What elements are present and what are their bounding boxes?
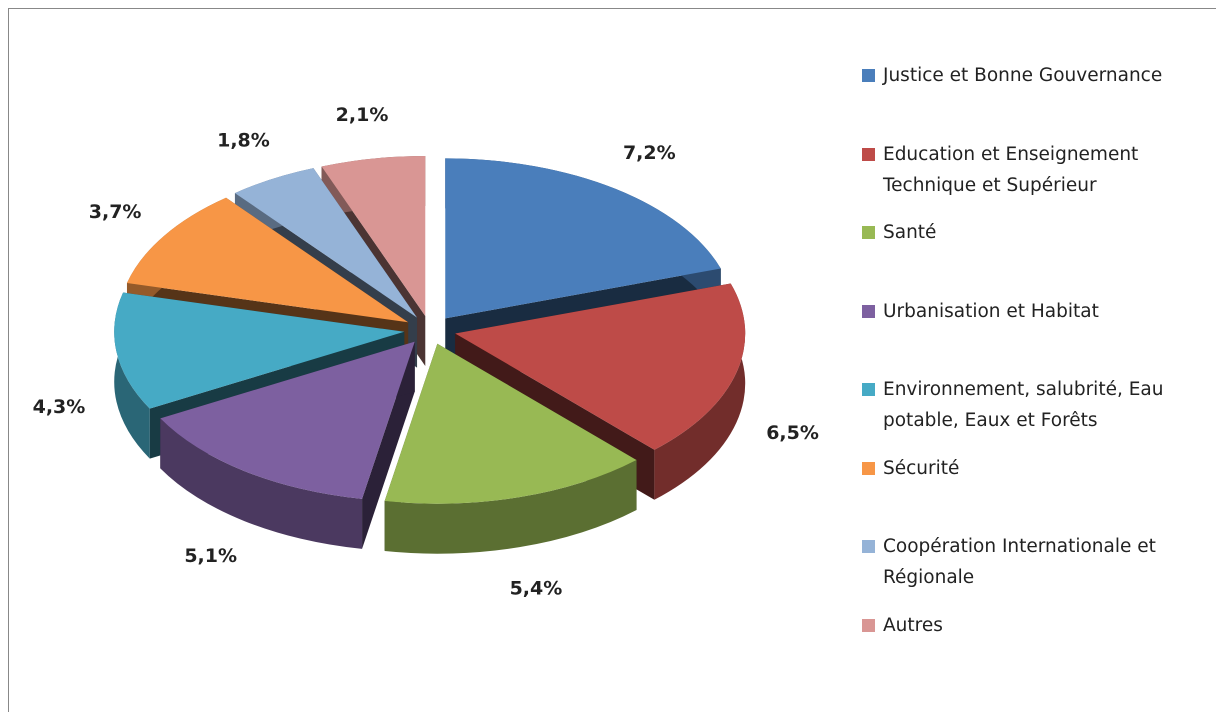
legend-swatch — [862, 304, 875, 318]
legend-swatch — [862, 618, 875, 632]
slice — [160, 341, 415, 549]
data-label: 5,1% — [184, 545, 237, 567]
legend-swatch — [862, 226, 875, 239]
chart-frame — [8, 8, 1216, 712]
legend-item: Coopération Internationale et Régionale — [862, 531, 1203, 593]
slice-wall — [654, 283, 746, 500]
legend-label: Sécurité — [883, 457, 960, 479]
slice-top — [126, 197, 409, 323]
data-label: 2,1% — [336, 104, 389, 126]
legend-label: Urbanisation et Habitat — [883, 300, 1099, 322]
data-label: 7,2% — [623, 142, 676, 164]
legend-item: Education et Enseignement Technique et S… — [862, 139, 1203, 201]
data-label: 3,7% — [89, 201, 142, 223]
legend-item: Autres — [862, 610, 1203, 641]
data-label: 6,5% — [766, 422, 819, 444]
data-label: 4,3% — [33, 396, 86, 418]
legend-label: Autres — [883, 614, 943, 636]
slice-top — [445, 158, 721, 319]
slice-wall — [384, 460, 637, 554]
data-label: 5,4% — [510, 578, 563, 600]
legend-swatch — [862, 383, 875, 396]
legend-swatch — [862, 461, 875, 475]
legend-swatch — [862, 540, 875, 553]
slice-wall — [114, 292, 150, 459]
legend-item: Santé — [862, 217, 1203, 248]
legend-item: Urbanisation et Habitat — [862, 296, 1203, 327]
legend-item: Environnement, salubrité, Eau potable, E… — [862, 374, 1203, 436]
legend-label: Santé — [883, 222, 937, 243]
legend-label: Justice et Bonne Gouvernance — [883, 65, 1163, 86]
legend-swatch — [862, 69, 875, 82]
slice-top — [384, 343, 637, 504]
legend-label: Education et Enseignement Technique et S… — [883, 143, 1139, 196]
slice-top — [321, 155, 426, 316]
legend-swatch — [862, 147, 875, 161]
legend-item: Justice et Bonne Gouvernance — [862, 60, 1203, 91]
slice-wall — [160, 418, 363, 549]
slice-top — [114, 292, 405, 409]
legend-label: Coopération Internationale et Régionale — [883, 536, 1156, 588]
data-label: 1,8% — [217, 130, 270, 152]
legend-item: Sécurité — [862, 453, 1203, 484]
slice-top — [455, 283, 746, 450]
legend-label: Environnement, salubrité, Eau potable, E… — [883, 379, 1164, 431]
chart: 7,2% 6,5% 5,4% 5,1% 4,3% 3,7% 1,8% 2,1% — [33, 104, 819, 600]
slice-top — [234, 168, 418, 318]
slice-top — [160, 341, 415, 499]
slice — [384, 343, 637, 554]
